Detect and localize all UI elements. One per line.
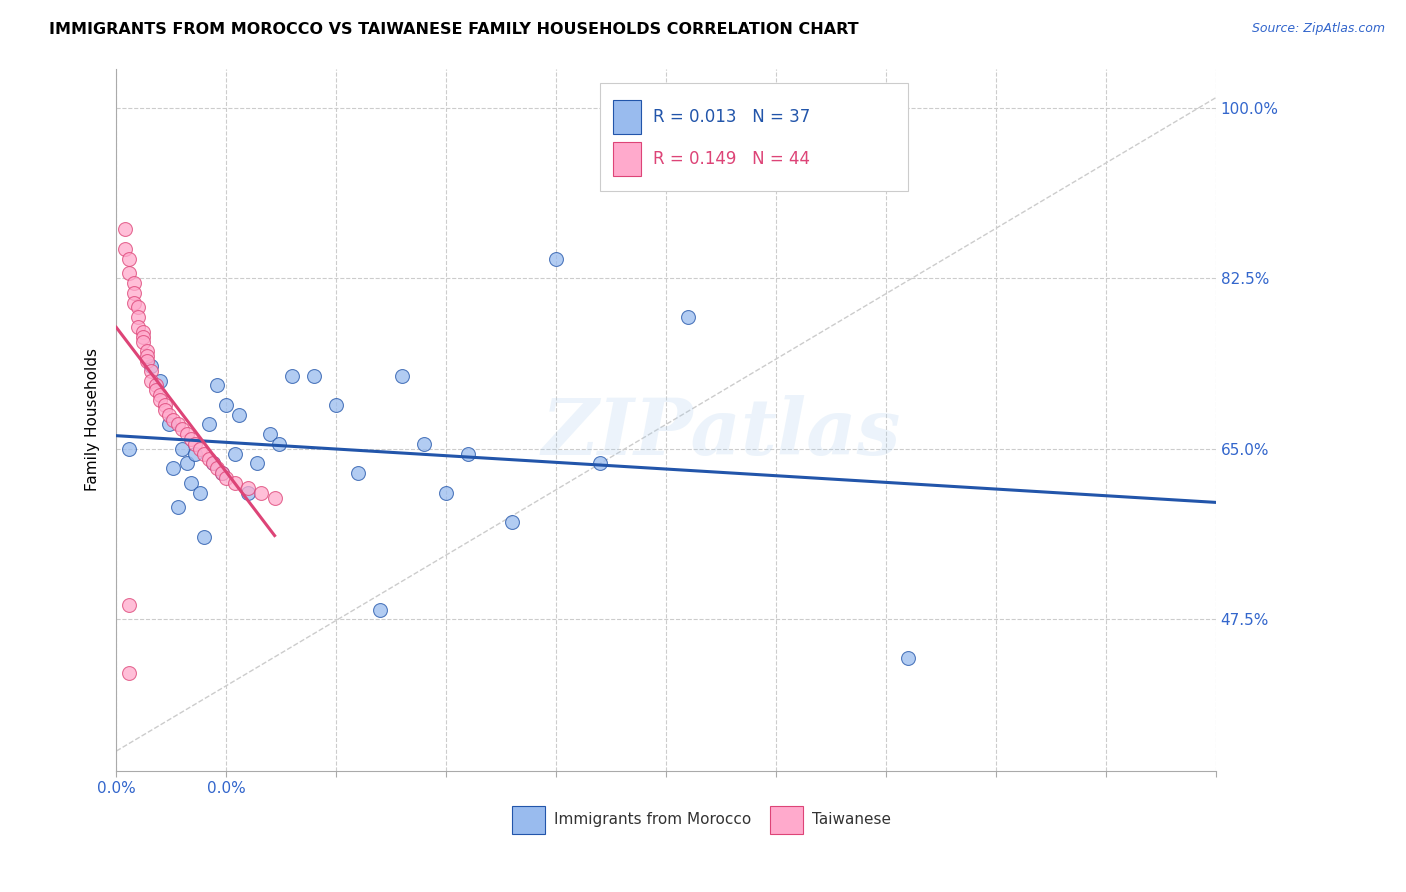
Point: [197, 451, 219, 466]
Point: [224, 475, 246, 490]
Point: [172, 442, 194, 456]
Point: [157, 408, 180, 422]
Point: [127, 301, 149, 315]
Point: [259, 427, 281, 442]
FancyBboxPatch shape: [600, 83, 908, 192]
Point: [114, 242, 136, 256]
Point: [136, 349, 159, 363]
Point: [131, 325, 153, 339]
Point: [122, 285, 145, 300]
FancyBboxPatch shape: [770, 805, 803, 834]
Point: [149, 392, 172, 407]
Point: [136, 344, 159, 359]
Point: [224, 447, 246, 461]
Text: Immigrants from Morocco: Immigrants from Morocco: [554, 813, 751, 827]
Point: [176, 427, 198, 442]
Text: IMMIGRANTS FROM MOROCCO VS TAIWANESE FAMILY HOUSEHOLDS CORRELATION CHART: IMMIGRANTS FROM MOROCCO VS TAIWANESE FAM…: [49, 22, 859, 37]
Point: [263, 491, 285, 505]
Point: [118, 266, 141, 280]
Point: [267, 437, 290, 451]
Text: ZIPatlas: ZIPatlas: [541, 395, 901, 472]
Point: [184, 447, 207, 461]
Point: [141, 374, 163, 388]
Point: [166, 500, 188, 515]
Point: [197, 417, 219, 432]
Point: [434, 485, 457, 500]
Point: [118, 598, 141, 612]
Point: [281, 368, 304, 383]
Point: [391, 368, 413, 383]
Point: [162, 461, 184, 475]
Point: [215, 398, 238, 412]
Text: R = 0.149   N = 44: R = 0.149 N = 44: [652, 150, 810, 168]
Point: [202, 457, 225, 471]
Point: [136, 354, 159, 368]
Point: [228, 408, 250, 422]
Point: [211, 466, 233, 480]
Point: [118, 442, 141, 456]
Point: [246, 457, 269, 471]
Point: [501, 515, 523, 529]
Point: [141, 359, 163, 373]
Point: [347, 466, 370, 480]
Point: [193, 447, 215, 461]
Point: [153, 402, 176, 417]
Point: [131, 329, 153, 343]
Point: [122, 276, 145, 290]
Point: [153, 398, 176, 412]
Point: [589, 457, 612, 471]
Point: [207, 461, 229, 475]
Point: [145, 378, 167, 392]
Point: [180, 432, 202, 446]
Point: [202, 457, 225, 471]
Point: [149, 374, 172, 388]
Y-axis label: Family Households: Family Households: [86, 348, 100, 491]
Point: [114, 222, 136, 236]
Point: [897, 651, 920, 665]
Point: [676, 310, 699, 325]
FancyBboxPatch shape: [512, 805, 546, 834]
FancyBboxPatch shape: [613, 142, 641, 176]
Text: Source: ZipAtlas.com: Source: ZipAtlas.com: [1251, 22, 1385, 36]
FancyBboxPatch shape: [613, 100, 641, 134]
Text: R = 0.013   N = 37: R = 0.013 N = 37: [652, 108, 810, 126]
Point: [207, 378, 229, 392]
Point: [188, 442, 211, 456]
Point: [302, 368, 325, 383]
Point: [250, 485, 273, 500]
Point: [193, 530, 215, 544]
Point: [238, 481, 260, 495]
Point: [127, 310, 149, 325]
Point: [172, 422, 194, 436]
Point: [188, 485, 211, 500]
Point: [149, 388, 172, 402]
Point: [368, 603, 391, 617]
Point: [184, 437, 207, 451]
Point: [211, 466, 233, 480]
Point: [162, 412, 184, 426]
Point: [176, 457, 198, 471]
Point: [180, 475, 202, 490]
Point: [131, 334, 153, 349]
Point: [215, 471, 238, 485]
Point: [145, 384, 167, 398]
Point: [166, 417, 188, 432]
Point: [127, 320, 149, 334]
Point: [325, 398, 347, 412]
Point: [413, 437, 436, 451]
Text: Taiwanese: Taiwanese: [813, 813, 891, 827]
Point: [544, 252, 567, 266]
Point: [457, 447, 479, 461]
Point: [157, 417, 180, 432]
Point: [141, 364, 163, 378]
Point: [122, 295, 145, 310]
Point: [118, 252, 141, 266]
Point: [238, 485, 260, 500]
Point: [118, 666, 141, 681]
